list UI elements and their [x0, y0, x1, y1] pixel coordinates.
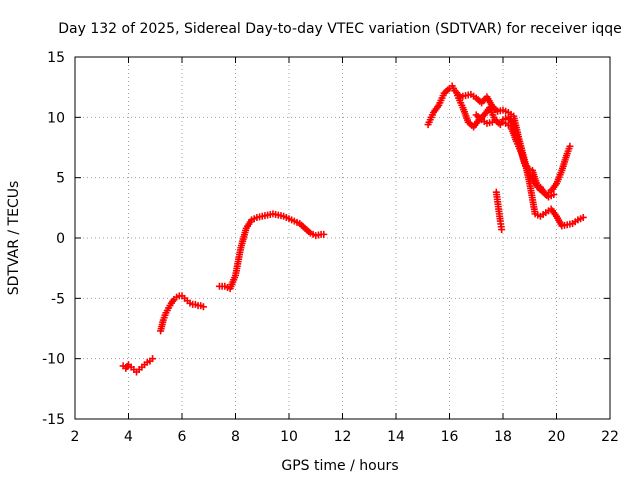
- data-point-marker: [566, 142, 574, 150]
- grid: [74, 56, 611, 420]
- x-tick-label: 8: [231, 429, 240, 445]
- data-point-marker: [579, 213, 587, 221]
- y-tick-label: -5: [51, 291, 65, 307]
- tick-labels: 2 4 6 8 10 12 14 16 18 20 22 -15 -10 -5 0 5 10 15: [42, 50, 619, 445]
- series-seg-c: [157, 292, 207, 335]
- x-tick-label: 10: [280, 429, 298, 445]
- y-tick-label: 5: [56, 171, 65, 187]
- series-seg-i: [492, 188, 506, 234]
- data-point-marker: [320, 230, 328, 238]
- x-tick-label: 22: [601, 429, 619, 445]
- x-axis-label: GPS time / hours: [281, 458, 398, 474]
- plot-frame: [74, 56, 611, 420]
- x-tick-label: 2: [71, 429, 80, 445]
- x-tick-label: 12: [334, 429, 352, 445]
- chart-title: Day 132 of 2025, Sidereal Day-to-day VTE…: [58, 21, 622, 37]
- data-point-marker: [488, 118, 496, 126]
- series-seg-g: [472, 111, 496, 127]
- data-points: [119, 82, 587, 376]
- x-tick-label: 14: [387, 429, 405, 445]
- x-tick-label: 16: [441, 429, 459, 445]
- x-tick-label: 4: [124, 429, 133, 445]
- x-tick-label: 18: [494, 429, 512, 445]
- y-tick-label: -15: [42, 412, 65, 428]
- y-axis-label: SDTVAR / TECUs: [6, 181, 22, 296]
- x-tick-label: 6: [178, 429, 187, 445]
- data-point-marker: [199, 303, 207, 311]
- data-point-marker: [498, 226, 506, 234]
- y-tick-label: 0: [56, 231, 65, 247]
- series-seg-a: [119, 361, 135, 372]
- y-tick-label: 10: [47, 110, 65, 126]
- y-tick-label: 15: [47, 50, 65, 66]
- series-seg-b: [130, 355, 157, 376]
- x-tick-label: 20: [548, 429, 566, 445]
- series-seg-h: [502, 119, 558, 201]
- data-point-marker: [550, 191, 558, 199]
- series-seg-d: [215, 210, 328, 293]
- data-point-marker: [149, 355, 157, 363]
- y-tick-label: -10: [42, 352, 65, 368]
